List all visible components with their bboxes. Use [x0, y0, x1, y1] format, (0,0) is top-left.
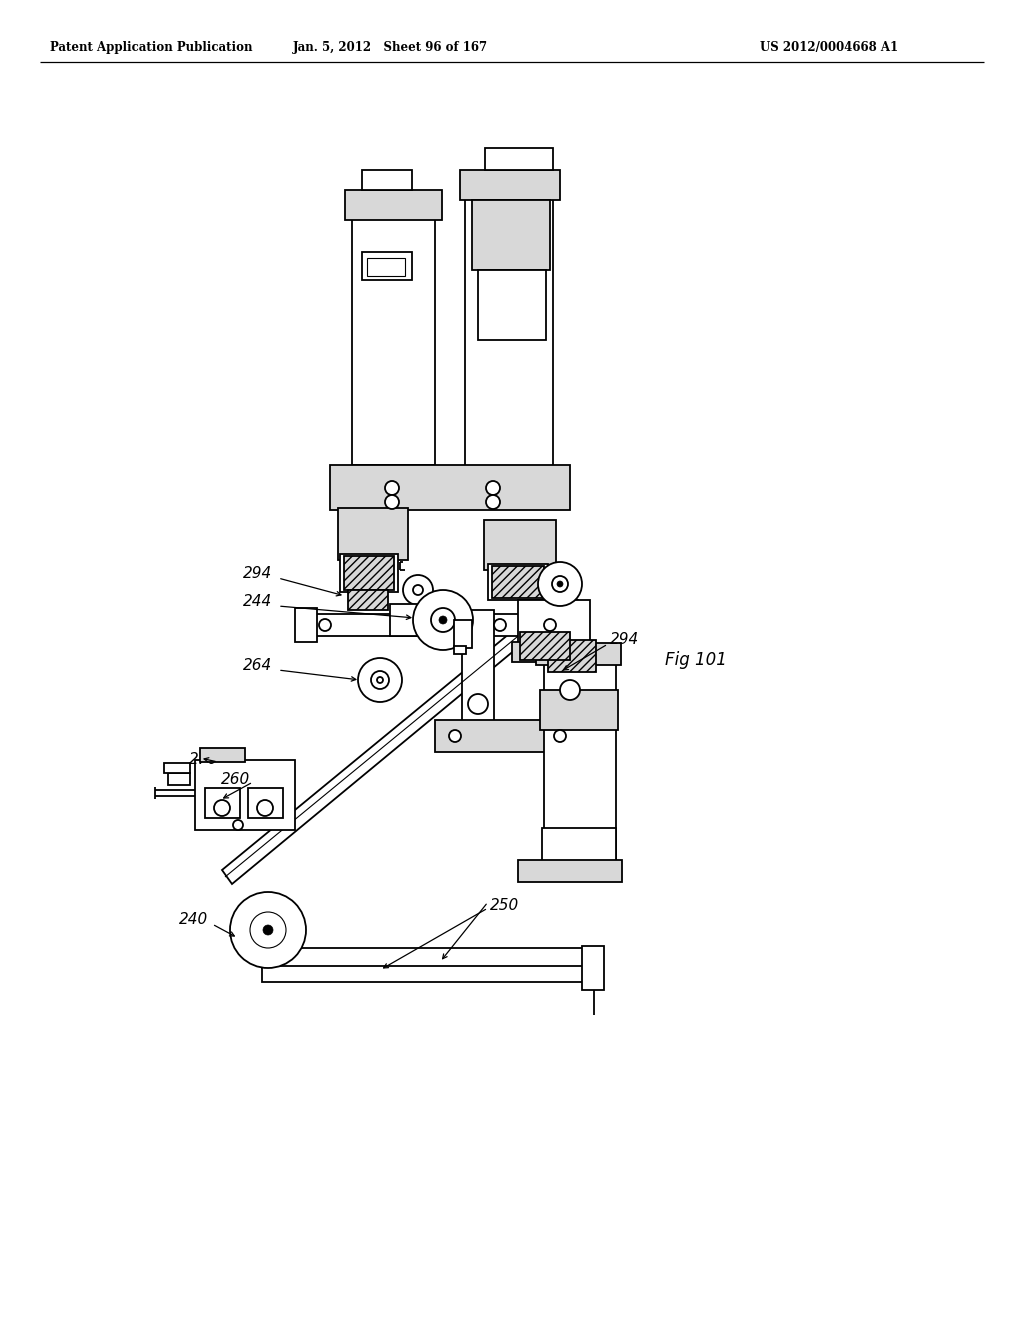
Bar — [540, 690, 618, 730]
Bar — [454, 645, 466, 653]
Bar — [338, 508, 408, 560]
Bar — [295, 609, 317, 642]
Bar — [454, 620, 472, 648]
Circle shape — [253, 915, 283, 945]
Bar — [305, 614, 573, 636]
Bar — [330, 465, 570, 510]
Circle shape — [371, 671, 389, 689]
Circle shape — [413, 590, 473, 649]
Bar — [352, 210, 435, 465]
Bar — [200, 748, 245, 762]
Circle shape — [544, 619, 556, 631]
Bar — [478, 271, 546, 341]
Bar — [465, 190, 553, 500]
Text: 294: 294 — [610, 632, 639, 648]
Circle shape — [431, 609, 455, 632]
Circle shape — [233, 820, 243, 830]
Bar — [460, 170, 560, 201]
Circle shape — [214, 800, 230, 816]
Bar — [348, 590, 388, 610]
Circle shape — [413, 585, 423, 595]
Bar — [484, 520, 556, 570]
Bar — [262, 966, 592, 982]
Bar — [390, 605, 425, 636]
Bar — [367, 257, 406, 276]
Circle shape — [403, 576, 433, 605]
Bar — [205, 788, 240, 818]
Text: 250: 250 — [490, 898, 519, 912]
Circle shape — [414, 619, 426, 631]
Bar — [168, 774, 190, 785]
Circle shape — [439, 616, 447, 624]
Circle shape — [358, 657, 402, 702]
Bar — [485, 148, 553, 170]
Bar — [435, 719, 583, 752]
Circle shape — [552, 576, 568, 591]
Text: 260: 260 — [221, 772, 250, 788]
Bar — [340, 554, 398, 591]
Circle shape — [230, 892, 306, 968]
Text: Fig 101: Fig 101 — [665, 651, 727, 669]
Circle shape — [385, 495, 399, 510]
Text: 240: 240 — [179, 912, 208, 928]
Bar — [164, 763, 190, 774]
Bar — [345, 190, 442, 220]
Bar — [518, 601, 590, 648]
Bar — [520, 632, 570, 660]
Circle shape — [449, 730, 461, 742]
Circle shape — [486, 495, 500, 510]
Bar — [536, 643, 621, 665]
Bar — [544, 660, 616, 861]
Circle shape — [554, 730, 566, 742]
Text: Jan. 5, 2012   Sheet 96 of 167: Jan. 5, 2012 Sheet 96 of 167 — [293, 41, 487, 54]
Circle shape — [538, 562, 582, 606]
Circle shape — [377, 677, 383, 682]
Bar — [344, 556, 394, 590]
Circle shape — [486, 480, 500, 495]
Bar — [518, 861, 622, 882]
Polygon shape — [222, 591, 568, 884]
Circle shape — [257, 800, 273, 816]
Bar — [548, 640, 596, 672]
Bar — [492, 566, 544, 598]
Text: 270: 270 — [188, 752, 218, 767]
Circle shape — [263, 925, 273, 935]
Text: 294: 294 — [243, 566, 272, 582]
Circle shape — [494, 619, 506, 631]
Text: US 2012/0004668 A1: US 2012/0004668 A1 — [760, 41, 898, 54]
Text: Patent Application Publication: Patent Application Publication — [50, 41, 253, 54]
Circle shape — [385, 480, 399, 495]
Bar — [262, 948, 592, 968]
Text: 264: 264 — [243, 657, 272, 672]
Bar — [512, 642, 594, 663]
Bar — [362, 252, 412, 280]
Circle shape — [468, 694, 488, 714]
Bar — [462, 610, 494, 730]
Circle shape — [560, 680, 580, 700]
Bar — [548, 601, 578, 710]
Bar — [248, 788, 283, 818]
Bar — [362, 170, 412, 190]
Bar — [472, 201, 550, 271]
Bar — [195, 760, 295, 830]
Bar — [488, 564, 548, 601]
Bar — [555, 675, 590, 706]
Text: 244: 244 — [243, 594, 272, 610]
Bar — [542, 828, 616, 865]
Bar — [582, 946, 604, 990]
Circle shape — [319, 619, 331, 631]
Circle shape — [557, 581, 563, 587]
Circle shape — [250, 912, 286, 948]
